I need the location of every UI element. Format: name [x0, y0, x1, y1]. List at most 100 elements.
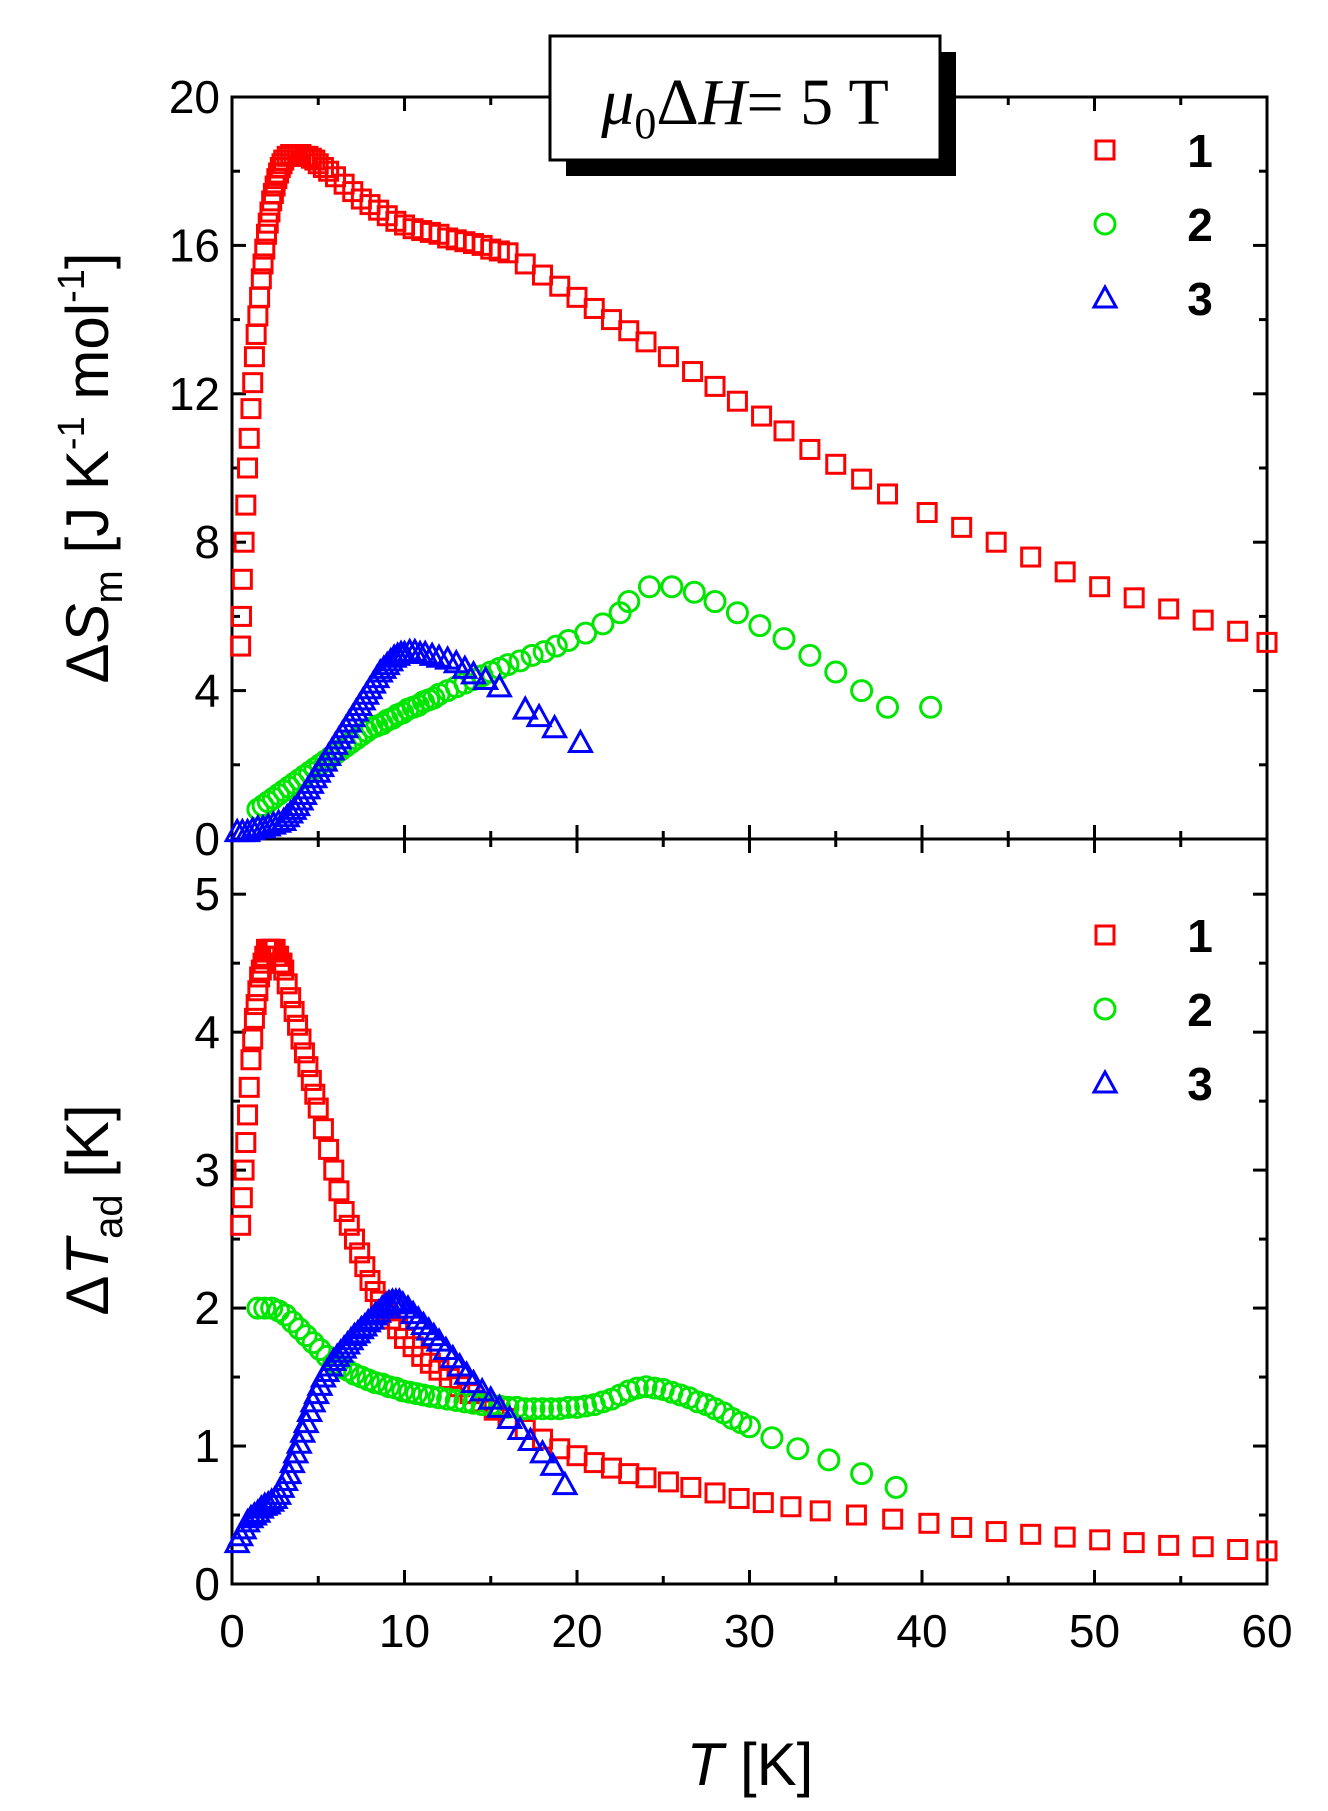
entropy-series-1 — [230, 144, 1278, 657]
entropy-point-2 — [725, 601, 749, 625]
annotation-sub0: 0 — [634, 99, 656, 148]
y-tick-label: 3 — [194, 1144, 220, 1196]
temperature-point-1 — [728, 1487, 750, 1509]
entropy-point-1 — [1158, 598, 1180, 620]
y-tick-label: 5 — [194, 868, 220, 920]
temperature-point-1 — [264, 938, 286, 960]
entropy-point-1 — [951, 516, 973, 538]
bottom-ylabel-sub: ad — [87, 1194, 131, 1239]
temperature-point-1 — [290, 1028, 312, 1050]
entropy-point-1 — [799, 438, 821, 460]
entropy-legend-label-3: 3 — [1187, 273, 1213, 325]
entropy-point-1 — [242, 372, 264, 394]
temperature-point-2 — [427, 1386, 451, 1410]
entropy-point-1 — [252, 253, 274, 275]
x-label-rest: [K] — [723, 1731, 813, 1798]
entropy-legend-item-3: 3 — [1091, 273, 1213, 325]
entropy-point-1 — [618, 320, 640, 342]
field-annotation: μ0ΔH= 5 T — [548, 34, 956, 176]
entropy-point-2 — [422, 686, 446, 710]
temperature-point-2 — [884, 1475, 908, 1499]
entropy-point-1 — [235, 494, 257, 516]
entropy-legend-label-1: 1 — [1187, 125, 1213, 177]
entropy-point-3 — [541, 713, 569, 739]
entropy-point-2 — [591, 612, 615, 636]
entropy-point-1 — [566, 286, 588, 308]
bottom-y-axis-title: ΔTad [K] — [54, 1104, 131, 1315]
temperature-point-3 — [389, 1289, 417, 1315]
temperature-point-2 — [253, 1296, 277, 1320]
top-ylabel-unit: [J K — [54, 450, 121, 570]
temperature-point-1 — [752, 1492, 774, 1514]
x-tick-label: 20 — [551, 1605, 602, 1657]
entropy-point-2 — [532, 640, 556, 664]
temperature-point-3 — [528, 1438, 557, 1464]
entropy-point-2 — [824, 660, 848, 684]
temperature-point-1 — [780, 1496, 802, 1518]
temperature-point-2 — [786, 1437, 810, 1461]
entropy-legend-item-2: 2 — [1093, 199, 1213, 251]
temperature-legend-label-3: 3 — [1187, 1058, 1213, 1110]
temperature-point-1 — [247, 980, 269, 1002]
x-tick-label: 0 — [219, 1605, 245, 1657]
annotation-mu: μ — [600, 66, 634, 139]
temperature-point-3 — [409, 1310, 438, 1336]
temperature-legend-item-3: 3 — [1091, 1058, 1213, 1110]
temperature-point-1 — [1158, 1534, 1180, 1556]
entropy-point-2 — [574, 621, 598, 645]
temperature-legend-label-2: 2 — [1187, 984, 1213, 1036]
entropy-point-1 — [916, 502, 938, 524]
temperature-point-1 — [1054, 1526, 1076, 1548]
entropy-point-3 — [485, 672, 513, 698]
temperature-point-2 — [522, 1397, 546, 1421]
temperature-point-3 — [485, 1393, 513, 1418]
temperature-point-3 — [415, 1316, 443, 1341]
temperature-legend-marker-1 — [1094, 924, 1116, 946]
y-tick-label: 0 — [194, 1558, 220, 1610]
temperature-point-1 — [333, 1201, 355, 1222]
temperature-point-1 — [951, 1516, 973, 1538]
temperature-point-2 — [548, 1397, 572, 1421]
temperature-point-1 — [985, 1521, 1007, 1543]
temperature-point-1 — [657, 1471, 679, 1493]
entropy-point-1 — [230, 605, 252, 627]
temperature-point-1 — [349, 1242, 371, 1264]
temperature-legend-marker-3 — [1091, 1068, 1119, 1094]
entropy-point-1 — [751, 405, 773, 427]
temperature-point-1 — [242, 1028, 264, 1050]
entropy-legend-marker-1 — [1094, 139, 1116, 161]
x-axis-title: T [K] — [687, 1731, 814, 1798]
y-tick-label: 16 — [169, 219, 220, 271]
entropy-point-1 — [250, 268, 272, 290]
temperature-point-2 — [625, 1376, 649, 1400]
temperature-point-1 — [235, 1132, 257, 1154]
legend-layer: 1 2 3 1 2 3 — [1091, 125, 1213, 1110]
y-tick-label: 20 — [169, 71, 220, 123]
temperature-point-1 — [343, 1228, 365, 1250]
entropy-point-1 — [257, 212, 279, 234]
entropy-point-1 — [261, 190, 283, 212]
entropy-point-1 — [532, 264, 553, 286]
annotation-delta: Δ — [656, 66, 698, 139]
entropy-point-3 — [511, 695, 539, 720]
entropy-point-1 — [1256, 631, 1278, 653]
temperature-point-1 — [268, 945, 290, 967]
temperature-point-3 — [258, 1487, 286, 1512]
temperature-legend-item-1: 1 — [1094, 910, 1213, 962]
temperature-point-2 — [308, 1337, 332, 1361]
temperature-legend-item-2: 2 — [1093, 984, 1213, 1036]
entropy-legend-marker-3 — [1091, 283, 1119, 309]
temperature-point-2 — [817, 1448, 841, 1472]
temperature-point-1 — [323, 1159, 345, 1181]
temperature-point-1 — [704, 1482, 726, 1504]
entropy-point-1 — [1227, 620, 1249, 642]
y-tick-label: 1 — [194, 1420, 220, 1472]
temperature-point-1 — [245, 994, 267, 1016]
temperature-point-2 — [301, 1331, 325, 1355]
temperature-point-2 — [643, 1376, 667, 1400]
entropy-point-2 — [660, 575, 684, 599]
temperature-point-1 — [243, 1007, 265, 1029]
entropy-point-1 — [243, 346, 265, 368]
